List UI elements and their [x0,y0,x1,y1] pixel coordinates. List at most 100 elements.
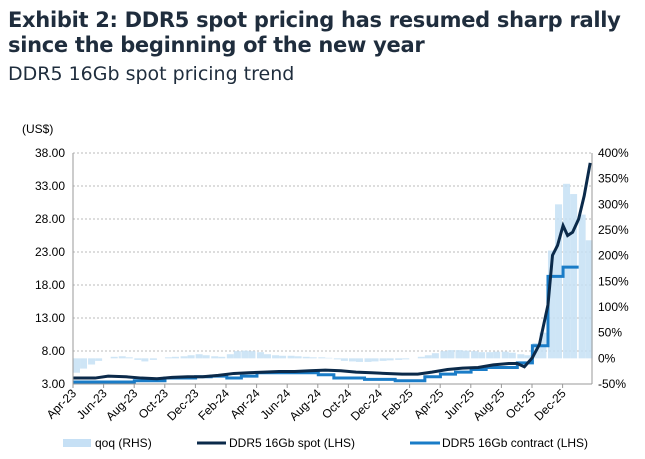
qoq-bar [355,358,363,362]
qoq-bar [371,358,379,362]
qoq-bar [226,354,234,359]
qoq-bar [218,356,226,359]
y-left-tick-label: 8.00 [42,344,66,358]
x-tick-label: Aug-24 [287,386,324,423]
qoq-bar [110,356,118,359]
qoq-bar [164,357,172,359]
legend-label-qoq: qoq (RHS) [95,436,152,450]
qoq-bar [95,358,103,361]
qoq-bar [125,357,133,359]
legend-swatch-qoq [63,439,91,447]
y-right-tick-label: 50% [598,326,622,340]
qoq-bar [233,351,241,359]
qoq-bar [333,358,341,360]
y-right-tick-label: 200% [598,249,629,263]
x-tick-label: Jun-23 [74,386,110,422]
qoq-bar [402,358,410,360]
y-right-tick-label: 300% [598,197,629,211]
qoq-bar [570,194,578,359]
qoq-bar [294,356,302,359]
qoq-bar [555,204,563,359]
x-tick-label: Aug-23 [103,386,140,423]
qoq-bar [379,358,387,361]
qoq-bar [287,355,295,359]
x-tick-label: Jun-25 [441,386,477,422]
qoq-bar [241,350,249,359]
qoq-bar [279,355,287,359]
x-tick-label: Apr-23 [44,386,80,422]
qoq-bar [395,358,403,360]
qoq-bar [318,357,326,359]
qoq-bar [340,358,348,361]
qoq-bar [309,357,317,359]
qoq-bar [431,353,439,359]
x-tick-label: Feb-24 [195,386,232,423]
y-left-tick-label: 13.00 [35,311,65,325]
qoq-bar [508,352,516,359]
qoq-bar [364,358,372,362]
spot-line [73,162,592,381]
legend-label-contract: DDR5 16Gb contract (LHS) [442,436,588,450]
qoq-bar [462,350,470,359]
qoq-bar [501,351,509,359]
qoq-bar [471,351,479,359]
qoq-bar [263,354,271,359]
y-right-tick-label: -50% [598,377,626,391]
qoq-bar [447,350,455,359]
qoq-bar [386,358,394,361]
qoq-bar [134,358,142,360]
qoq-bar [195,354,203,359]
y-right-tick-label: 400% [598,146,629,160]
x-tick-label: Dec-25 [531,386,568,423]
qoq-bar [272,355,280,359]
qoq-bar [88,358,96,365]
qoq-bar [493,351,501,359]
qoq-bar [202,355,210,359]
qoq-bar [547,250,555,359]
qoq-bar [248,351,256,359]
qoq-bar [80,358,88,369]
qoq-bar [187,355,195,359]
qoq-bar [141,358,149,362]
qoq-bar [118,356,126,359]
y-left-tick-label: 3.00 [42,377,66,391]
qoq-bar [524,355,532,359]
x-tick-label: Jun-24 [257,386,293,422]
qoq-bar [440,351,448,359]
x-tick-label: Aug-25 [470,386,507,423]
qoq-bar [348,358,356,362]
qoq-bar [424,355,432,359]
qoq-bar [517,354,525,359]
qoq-bar [417,356,425,359]
qoq-bar [73,358,80,373]
chart-subtitle: DDR5 16Gb spot pricing trend [8,63,295,85]
qoq-bar [578,214,586,359]
y-right-tick-label: 250% [598,223,629,237]
y-left-tick-label: 33.00 [35,179,65,193]
qoq-bar [302,356,310,359]
y-right-tick-label: 350% [598,172,629,186]
y-right-tick-label: 0% [598,351,616,365]
qoq-bar [585,240,593,359]
x-tick-label: Dec-23 [164,386,201,423]
qoq-bar [180,356,188,359]
qoq-bar [563,183,571,359]
left-axis-label: (US$) [22,122,53,136]
qoq-bar [486,352,494,359]
y-left-tick-label: 28.00 [35,212,65,226]
legend-label-spot: DDR5 16Gb spot (LHS) [229,436,355,450]
qoq-bar [325,357,333,359]
y-left-tick-label: 38.00 [35,146,65,160]
y-left-tick-label: 23.00 [35,245,65,259]
x-tick-label: Feb-25 [379,386,416,423]
qoq-bar [149,358,157,360]
qoq-bar [211,356,219,359]
qoq-bar [455,350,463,359]
y-right-tick-label: 150% [598,274,629,288]
qoq-bar [478,352,486,359]
y-right-tick-label: 100% [598,300,629,314]
qoq-bar [256,352,264,359]
x-tick-label: Dec-24 [348,386,385,423]
x-tick-label: Apr-24 [227,386,263,422]
